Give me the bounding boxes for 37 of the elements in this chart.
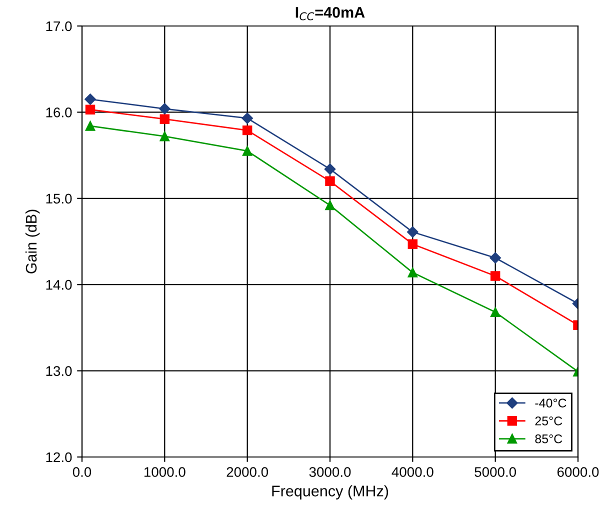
y-tick-label: 12.0 — [46, 452, 72, 462]
point — [242, 112, 253, 124]
point — [325, 200, 335, 210]
y-axis-title: Gain (dB) — [25, 210, 40, 274]
y-tick-label: 14.0 — [46, 280, 72, 290]
x-tick-label: 4000.0 — [392, 467, 434, 477]
legend-label: -40°C — [535, 398, 566, 408]
point — [325, 176, 335, 186]
point — [242, 125, 252, 136]
point — [407, 226, 418, 238]
point — [242, 146, 252, 156]
point — [85, 121, 96, 131]
point — [408, 268, 418, 278]
point — [408, 239, 418, 249]
point — [160, 114, 170, 124]
x-axis-title: Frequency (MHz) — [272, 485, 388, 500]
x-tick-label: 3000.0 — [309, 467, 351, 477]
y-tick-label: 13.0 — [46, 366, 72, 376]
x-tick-label: 6000.0 — [557, 467, 599, 477]
point — [84, 94, 96, 105]
point — [324, 163, 336, 175]
legend-label: 25°C — [535, 416, 562, 426]
y-tick-label: 15.0 — [46, 194, 72, 204]
point — [160, 131, 170, 142]
x-tick-label: 2000.0 — [226, 467, 268, 477]
point — [490, 271, 500, 281]
point — [490, 252, 501, 264]
y-tick-label: 17.0 — [46, 21, 72, 32]
legend-label: 85°C — [535, 434, 562, 444]
chart-title: I$_{CC}$=40mA — [296, 6, 365, 20]
x-tick-label: 5000.0 — [474, 467, 516, 477]
point — [159, 103, 170, 114]
point — [85, 104, 96, 114]
x-tick-label: 0.0 — [72, 467, 92, 477]
x-tick-label: 1000.0 — [144, 467, 186, 477]
y-tick-label: 16.0 — [46, 108, 72, 118]
point — [490, 307, 500, 318]
